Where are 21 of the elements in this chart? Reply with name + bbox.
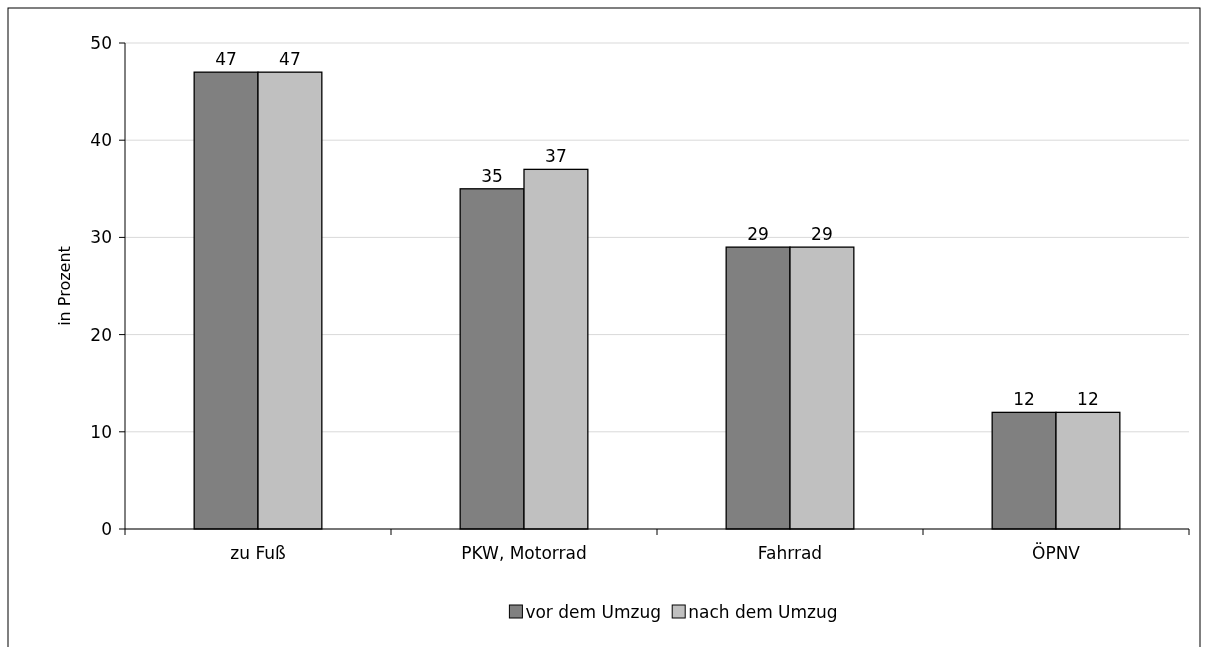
x-tick-label: Fahrrad: [757, 543, 823, 563]
x-tick-label: PKW, Motorrad: [461, 543, 587, 563]
data-label: 37: [545, 146, 567, 167]
data-label: 35: [481, 165, 503, 186]
y-tick-label: 20: [90, 324, 112, 345]
data-label: 12: [1077, 389, 1099, 410]
y-axis-title: in Prozent: [55, 246, 74, 326]
data-label: 29: [811, 224, 833, 245]
x-tick-label: zu Fuß: [230, 543, 286, 563]
x-tick-label: ÖPNV: [1032, 542, 1081, 563]
y-tick-label: 0: [101, 519, 112, 539]
data-label: 12: [1013, 389, 1035, 410]
legend-label: vor dem Umzug: [525, 602, 661, 622]
data-label: 29: [747, 224, 769, 245]
data-label: 47: [215, 49, 237, 70]
y-tick-label: 40: [90, 130, 112, 151]
legend-label: nach dem Umzug: [688, 602, 838, 622]
y-tick-label: 30: [90, 227, 112, 248]
y-tick-label: 10: [90, 421, 112, 442]
y-tick-label: 50: [90, 33, 112, 53]
data-label: 47: [279, 49, 301, 70]
